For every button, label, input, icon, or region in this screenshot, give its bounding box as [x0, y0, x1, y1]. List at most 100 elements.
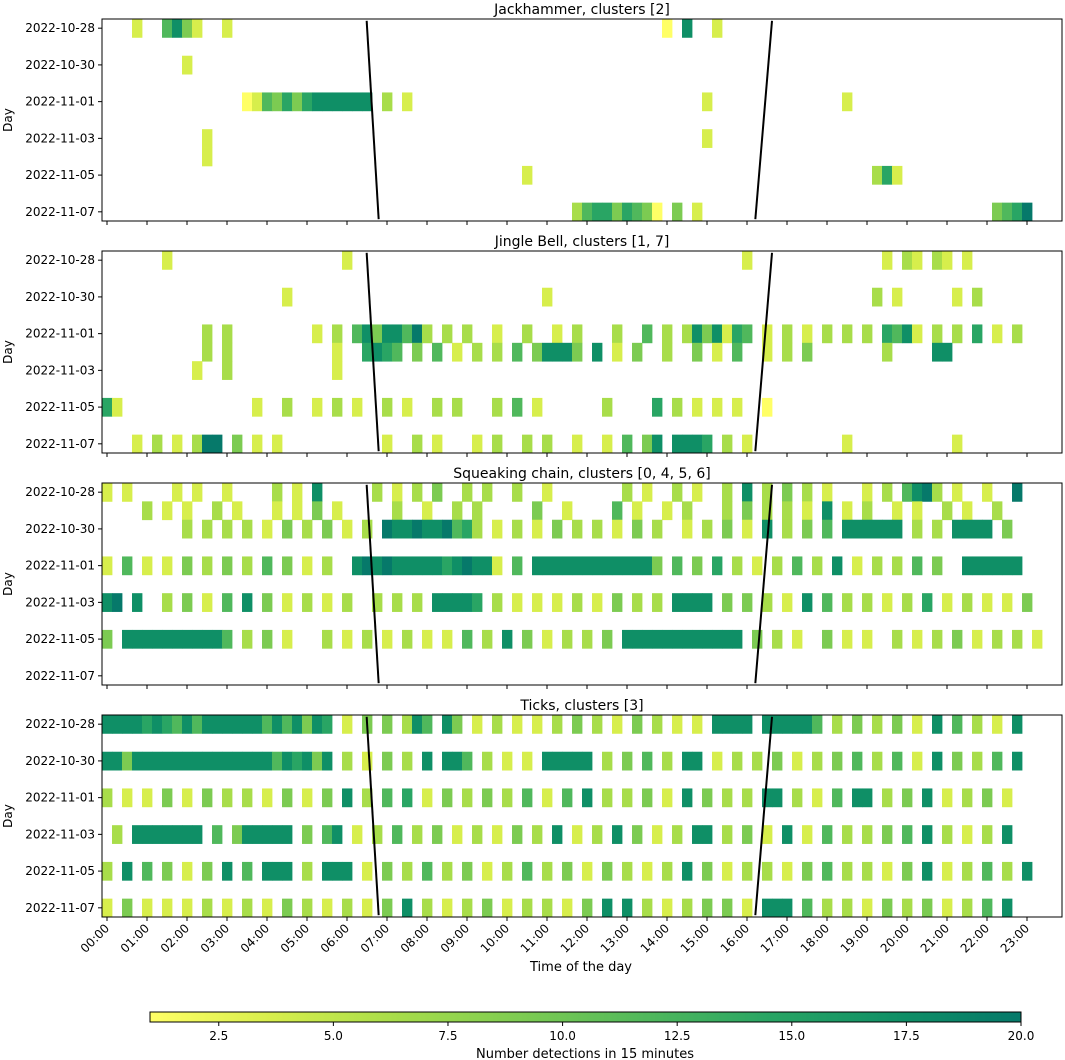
heatmap-cell [652, 556, 663, 576]
heatmap-cell [172, 483, 183, 502]
heatmap-cell [102, 593, 113, 612]
heatmap-cell [392, 556, 403, 576]
heatmap-cell [1002, 825, 1013, 844]
heatmap-cell [982, 898, 993, 918]
heatmap-cell [392, 342, 403, 362]
heatmap-cell [542, 751, 553, 771]
x-tick-label: 07:00 [358, 921, 392, 955]
heatmap-cell [592, 519, 603, 539]
heatmap-cell [832, 751, 843, 771]
heatmap-cell [472, 715, 483, 734]
heatmap-cell [262, 92, 273, 112]
colorbar-gradient [149, 1011, 1022, 1023]
heatmap-cell [412, 519, 423, 539]
heatmap-cell [822, 324, 833, 344]
heatmap-cell [672, 434, 683, 454]
heatmap-cell [342, 629, 353, 649]
heatmap-cell [682, 593, 693, 612]
heatmap-cell [382, 397, 393, 417]
heatmap-cell [922, 593, 933, 612]
heatmap-cell [772, 788, 783, 808]
heatmap-cell [912, 556, 923, 576]
x-tick-label: 03:00 [198, 921, 232, 955]
heatmap-cell [442, 629, 453, 649]
heatmap-cell [962, 593, 973, 612]
heatmap-cell [662, 751, 673, 771]
heatmap-cell [512, 593, 523, 612]
x-tick-label: 01:00 [118, 921, 152, 955]
heatmap-cell [182, 715, 193, 734]
heatmap-cell [102, 483, 113, 502]
heatmap-cell [612, 202, 623, 222]
heatmap-cell [302, 825, 313, 844]
heatmap-cell [132, 825, 143, 844]
panel-2: Squeaking chain, clusters [0, 4, 5, 6] Da… [1, 466, 1063, 689]
heatmap-cell [152, 434, 163, 454]
heatmap-cell [992, 501, 1003, 521]
heatmap-cell [242, 556, 253, 576]
heatmap-cell [232, 434, 243, 454]
heatmap-cell [892, 751, 903, 771]
heatmap-cell [582, 202, 593, 222]
heatmap-cell [212, 501, 223, 521]
heatmap-cell [1002, 556, 1013, 576]
heatmap-cell [562, 556, 573, 576]
heatmap-cell [782, 898, 793, 918]
heatmap-cell [892, 556, 903, 576]
heatmap-cell [622, 434, 633, 454]
heatmap-cell [382, 788, 393, 808]
heatmap-cell [672, 202, 683, 222]
heatmap-cell [332, 361, 343, 380]
x-tick-label: 23:00 [998, 921, 1032, 955]
heatmap-cell [122, 751, 133, 771]
heatmap-cell [292, 751, 303, 771]
heatmap-cell [522, 788, 533, 808]
heatmap-cell [282, 519, 293, 539]
heatmap-cell [542, 483, 553, 502]
heatmap-cell [842, 501, 853, 521]
heatmap-cell [152, 751, 163, 771]
heatmap-cell [222, 519, 233, 539]
heatmap-cell [402, 898, 413, 918]
heatmap-cell [512, 556, 523, 576]
heatmap-cell [292, 92, 303, 112]
heatmap-cell [642, 898, 653, 918]
heatmap-cell [442, 519, 453, 539]
heatmap-cell [222, 556, 233, 576]
heatmap-cell [982, 593, 993, 612]
heatmap-cell [852, 519, 863, 539]
heatmap-cell [282, 715, 293, 734]
heatmap-cell [732, 556, 743, 576]
heatmap-cell [632, 715, 643, 734]
heatmap-cell [722, 898, 733, 918]
heatmap-cell [922, 483, 933, 502]
heatmap-cell [782, 593, 793, 612]
heatmap-cell [992, 556, 1003, 576]
heatmap-cell [372, 825, 383, 844]
heatmap-cell [722, 483, 733, 502]
heatmap-cell [682, 788, 693, 808]
heatmap-cell [802, 593, 813, 612]
heatmap-cell [372, 556, 383, 576]
heatmap-cell [702, 825, 713, 844]
heatmap-cell [452, 593, 463, 612]
heatmap-cell [742, 483, 753, 502]
heatmap-cell [662, 342, 673, 362]
heatmap-cell [102, 898, 113, 918]
heatmap-cell [952, 629, 963, 649]
heatmap-cell [592, 342, 603, 362]
heatmap-cell [262, 825, 273, 844]
heatmap-cell [142, 825, 153, 844]
heatmap-cell [632, 556, 643, 576]
heatmap-cell [382, 324, 393, 344]
x-tick-label: 05:00 [278, 921, 312, 955]
sunset-line [754, 716, 773, 916]
heatmap-cell [272, 92, 283, 112]
heatmap-cell [262, 898, 273, 918]
heatmap-cell [872, 519, 883, 539]
heatmap-cell [342, 251, 353, 270]
heatmap-cell [712, 629, 723, 649]
heatmap-cell [442, 788, 453, 808]
heatmap-cell [542, 556, 553, 576]
heatmap-cell [222, 788, 233, 808]
